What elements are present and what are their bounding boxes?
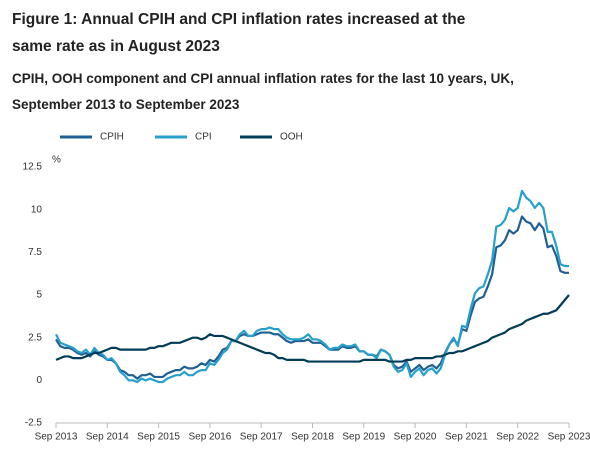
y-tick-label: -2.5 bbox=[25, 418, 43, 429]
x-tick-label: Sep 2016 bbox=[188, 432, 231, 443]
x-tick-label: Sep 2021 bbox=[445, 432, 488, 443]
series-line bbox=[55, 189, 569, 384]
x-tick-label: Sep 2017 bbox=[240, 432, 283, 443]
y-unit: % bbox=[52, 155, 61, 166]
legend-label: OOH bbox=[280, 132, 303, 143]
y-tick-label: 5 bbox=[36, 290, 42, 301]
x-tick-label: Sep 2015 bbox=[137, 432, 180, 443]
chart-title: Figure 1: Annual CPIH and CPI inflation … bbox=[12, 11, 466, 55]
x-tick-label: Sep 2014 bbox=[86, 432, 129, 443]
x-tick-label: Sep 2020 bbox=[394, 432, 437, 443]
y-tick-label: 7.5 bbox=[28, 247, 42, 258]
chart-subtitle: CPIH, OOH component and CPI annual infla… bbox=[12, 71, 514, 112]
y-tick-label: 10 bbox=[31, 204, 43, 215]
y-tick-label: 12.5 bbox=[23, 162, 43, 173]
series-line bbox=[55, 294, 570, 363]
x-tick-label: Sep 2022 bbox=[496, 432, 539, 443]
legend-label: CPIH bbox=[100, 132, 124, 143]
legend-label: CPI bbox=[195, 132, 212, 143]
series-line bbox=[55, 215, 569, 380]
y-tick-label: 0 bbox=[36, 375, 42, 386]
x-tick-label: Sep 2018 bbox=[291, 432, 334, 443]
x-tick-label: Sep 2013 bbox=[35, 432, 78, 443]
x-tick-label: Sep 2023 bbox=[548, 432, 590, 443]
x-tick-label: Sep 2019 bbox=[342, 432, 385, 443]
y-tick-label: 2.5 bbox=[28, 332, 42, 343]
